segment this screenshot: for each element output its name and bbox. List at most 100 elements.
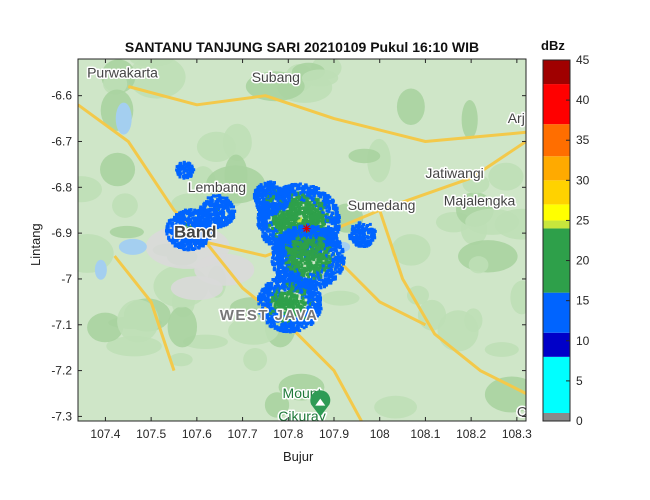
radar-echo-pixel — [202, 237, 206, 241]
radar-echo-pixel — [265, 209, 269, 213]
radar-echo-pixel — [266, 237, 270, 241]
radar-echo-pixel — [186, 212, 190, 216]
radar-echo-pixel — [288, 207, 292, 211]
radar-echo-pixel — [328, 220, 332, 224]
radar-echo-pixel — [308, 249, 312, 253]
radar-echo-pixel — [295, 259, 299, 263]
radar-echo-pixel — [289, 299, 293, 303]
radar-echo-pixel — [297, 316, 301, 320]
radar-echo-pixel — [321, 243, 325, 247]
radar-echo-pixel — [184, 211, 188, 215]
radar-echo-pixel — [315, 261, 319, 265]
radar-echo-pixel — [281, 250, 285, 254]
radar-echo-pixel — [288, 289, 292, 293]
radar-echo-pixel — [204, 228, 208, 232]
radar-echo-pixel — [269, 318, 273, 322]
radar-echo-pixel — [275, 238, 279, 242]
radar-echo-pixel — [222, 224, 225, 228]
radar-echo-pixel — [185, 234, 189, 238]
radar-echo-pixel — [280, 301, 284, 305]
radar-echo-pixel — [324, 213, 328, 217]
radar-echo-pixel — [214, 204, 218, 208]
radar-echo-pixel — [306, 255, 310, 259]
radar-echo-pixel — [259, 308, 263, 312]
radar-echo-pixel — [178, 230, 182, 234]
radar-echo-pixel — [289, 245, 293, 249]
radar-echo-pixel — [303, 261, 307, 265]
radar-echo-pixel — [256, 223, 260, 227]
radar-echo-pixel — [312, 240, 316, 244]
radar-echo-pixel — [200, 223, 204, 227]
radar-echo-pixel — [311, 217, 315, 221]
radar-echo-pixel — [262, 216, 266, 220]
radar-echo-pixel — [265, 203, 269, 206]
radar-echo-pixel — [282, 245, 286, 249]
radar-echo-pixel — [290, 284, 294, 288]
radar-echo-pixel — [314, 221, 318, 225]
radar-echo-pixel — [180, 225, 184, 229]
radar-echo-pixel — [281, 255, 285, 259]
radar-echo-pixel — [314, 204, 318, 208]
radar-echo-pixel — [274, 296, 278, 300]
radar-echo-pixel — [292, 226, 296, 230]
radar-echo-pixel — [217, 199, 221, 203]
radar-echo-pixel — [308, 312, 312, 316]
radar-echo-pixel — [311, 321, 315, 325]
radar-echo-pixel — [283, 201, 287, 205]
radar-echo-pixel — [313, 264, 317, 268]
radar-echo-pixel — [202, 242, 205, 246]
radar-echo-pixel — [196, 225, 200, 228]
radar-echo-pixel — [293, 224, 297, 227]
radar-echo-pixel — [303, 279, 307, 283]
radar-echo-pixel — [301, 232, 305, 236]
radar-echo-pixel — [336, 239, 339, 243]
radar-echo-pixel — [302, 320, 306, 323]
radar-echo-pixel — [293, 189, 297, 193]
radar-echo-pixel — [330, 253, 334, 257]
radar-echo-pixel — [306, 301, 310, 304]
radar-echo-pixel — [196, 237, 200, 241]
radar-echo-pixel — [320, 210, 324, 214]
radar-echo-pixel — [270, 260, 274, 264]
radar-echo-pixel — [360, 225, 364, 229]
radar-echo-pixel — [206, 196, 210, 200]
radar-echo-pixel — [314, 226, 318, 229]
radar-echo-pixel — [280, 216, 283, 220]
radar-echo-pixel — [299, 217, 302, 221]
radar-echo-pixel — [326, 243, 330, 247]
radar-echo-pixel — [199, 205, 203, 209]
radar-echo-pixel — [311, 302, 315, 306]
terrain-patch — [167, 306, 198, 348]
radar-echo-pixel — [342, 262, 345, 266]
radar-echo-pixel — [330, 201, 334, 205]
radar-echo-pixel — [303, 302, 307, 306]
radar-echo-pixel — [296, 183, 300, 187]
radar-echo-pixel — [180, 236, 184, 240]
radar-echo-pixel — [281, 305, 285, 309]
radar-echo-pixel — [266, 229, 270, 233]
radar-echo-pixel — [188, 234, 192, 238]
radar-echo-pixel — [340, 254, 344, 258]
radar-echo-pixel — [261, 293, 265, 297]
radar-echo-pixel — [291, 293, 295, 297]
radar-echo-pixel — [334, 234, 338, 238]
radar-echo-pixel — [282, 186, 286, 190]
radar-echo-pixel — [277, 192, 281, 196]
radar-echo-pixel — [290, 260, 294, 264]
radar-echo-pixel — [297, 283, 301, 287]
radar-echo-pixel — [301, 229, 304, 233]
radar-echo-pixel — [311, 236, 315, 240]
radar-echo-pixel — [310, 242, 313, 246]
radar-echo-pixel — [217, 211, 221, 215]
radar-echo-pixel — [165, 232, 169, 236]
radar-echo-pixel — [321, 211, 325, 215]
radar-echo-pixel — [267, 198, 271, 202]
terrain-patch — [109, 225, 144, 239]
radar-echo-pixel — [292, 199, 296, 203]
radar-echo-pixel — [287, 291, 290, 294]
radar-echo-pixel — [297, 208, 301, 211]
radar-echo-pixel — [174, 222, 178, 226]
radar-echo-pixel — [190, 239, 194, 243]
radar-echo-pixel — [294, 283, 297, 287]
radar-echo-pixel — [285, 185, 288, 189]
